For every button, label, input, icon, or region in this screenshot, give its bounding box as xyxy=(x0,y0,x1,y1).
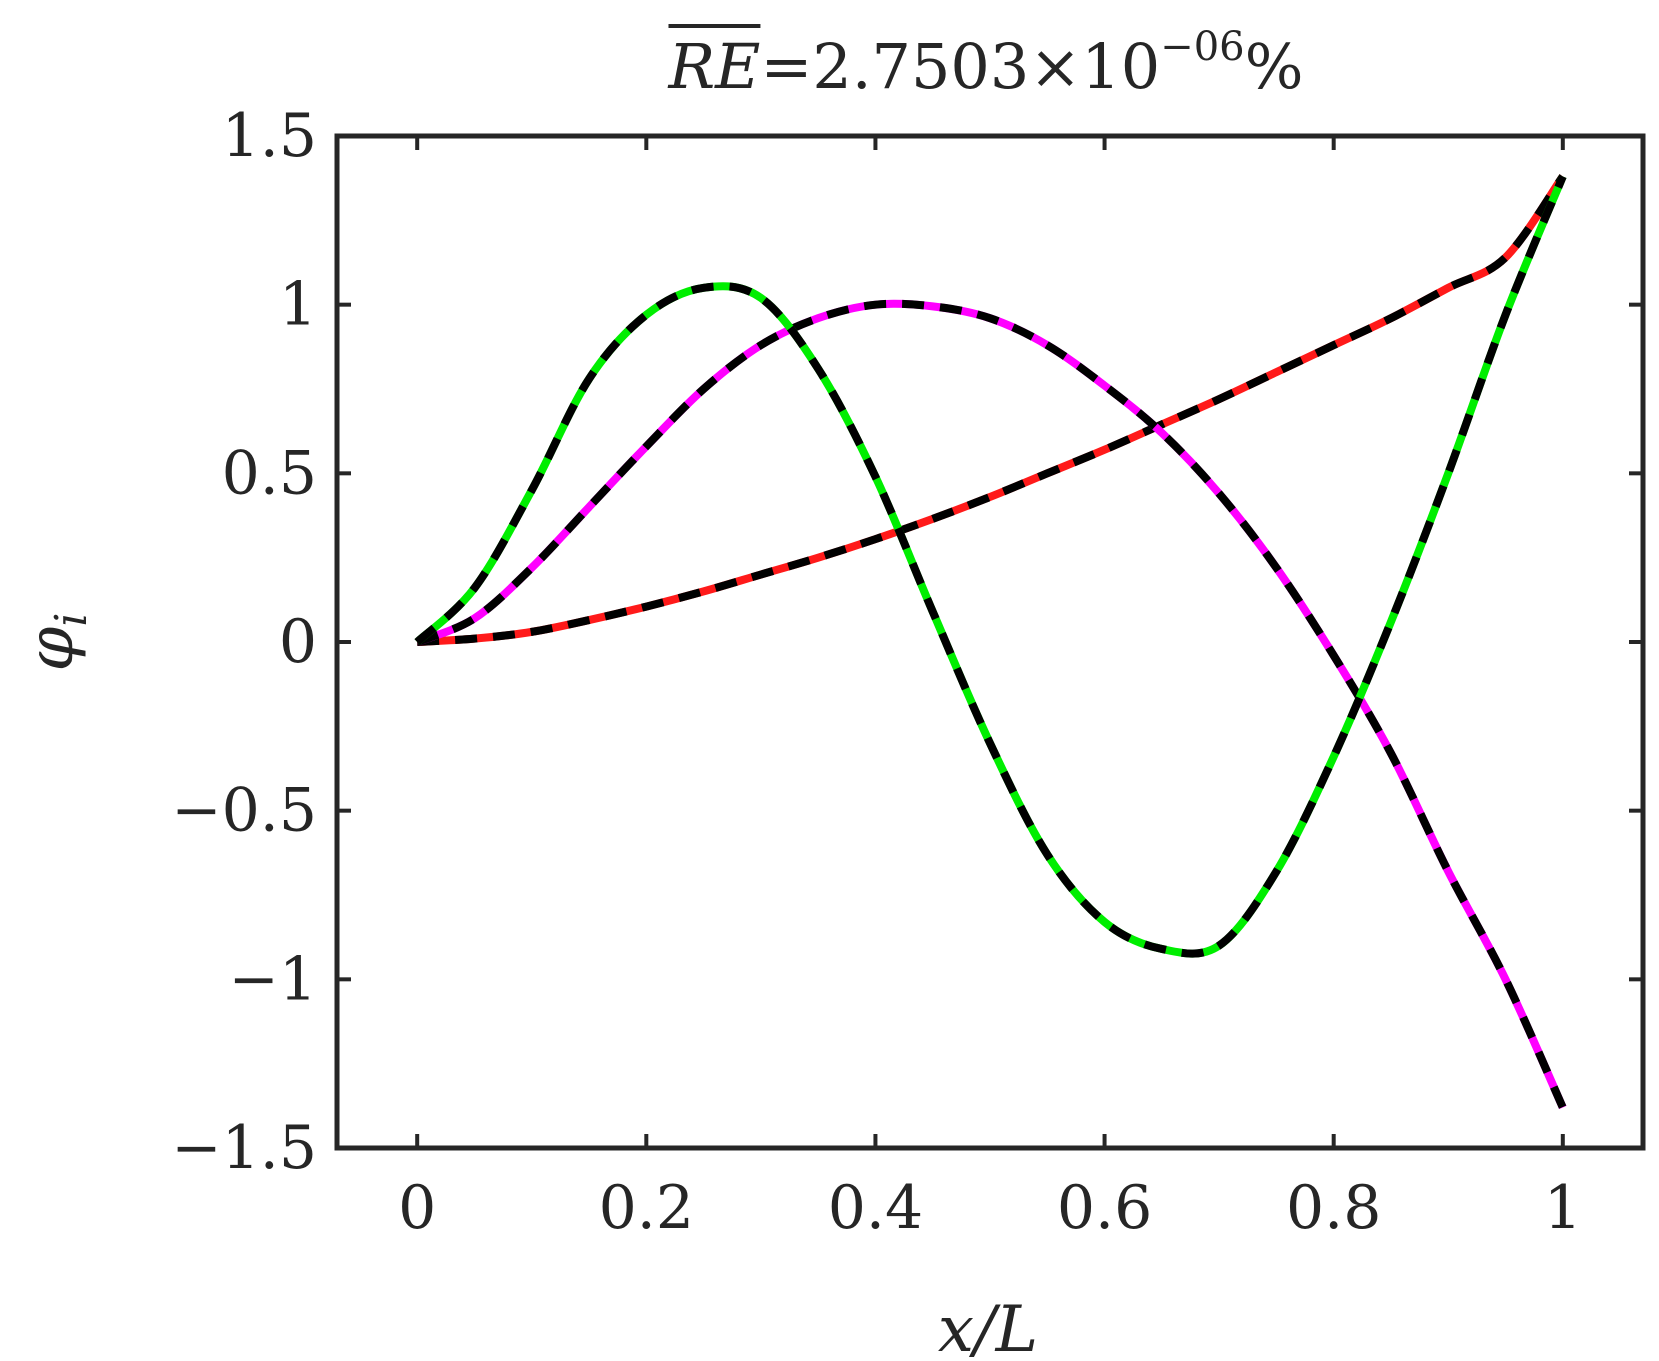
series-group xyxy=(414,174,1567,1110)
series-3 xyxy=(414,174,1567,958)
y-tick-label: 1.5 xyxy=(222,101,317,171)
series-1-overlay-dashed xyxy=(416,174,1567,646)
x-tick-label: 0.6 xyxy=(1057,1173,1152,1243)
y-tick-label: 0.5 xyxy=(222,438,317,508)
x-tick-label: 0.8 xyxy=(1286,1173,1381,1243)
x-tick-label: 0.4 xyxy=(828,1173,923,1243)
plot-area xyxy=(334,133,1646,1151)
x-tick-labels: 0 0.2 0.4 0.6 0.8 1 xyxy=(398,1173,1582,1243)
chart-title: RE=2.7503×10−06% xyxy=(667,24,1304,103)
y-tick-label: 0 xyxy=(279,607,317,677)
y-axis-label-symbol: φ xyxy=(14,626,88,671)
x-tick-label: 0.2 xyxy=(599,1173,694,1243)
y-tick-label: −1 xyxy=(229,944,317,1014)
x-axis-label: x/L xyxy=(938,1293,1038,1361)
series-2 xyxy=(415,299,1567,1110)
title-exponent: −06 xyxy=(1160,24,1244,70)
x-tick-label: 0 xyxy=(398,1173,436,1243)
y-tick-label: −1.5 xyxy=(171,1113,317,1183)
title-lhs: RE xyxy=(667,30,760,103)
series-1 xyxy=(416,174,1567,646)
y-tick-labels: 1.5 1 0.5 0 −0.5 −1 −1.5 xyxy=(171,101,317,1183)
x-tick-label: 1 xyxy=(1544,1173,1582,1243)
svg-text:RE=2.7503×10−06%: RE=2.7503×10−06% xyxy=(667,24,1303,103)
y-tick-label: 1 xyxy=(279,270,317,340)
axes-box xyxy=(334,133,1646,1151)
y-axis-label: φi xyxy=(14,613,97,672)
title-unit: % xyxy=(1245,30,1304,103)
series-3-overlay-dashed xyxy=(414,174,1567,958)
series-2-line xyxy=(415,299,1567,1110)
y-tick-label: −0.5 xyxy=(171,776,317,846)
y-axis-label-subscript: i xyxy=(46,613,97,627)
title-mantissa: =2.7503×10 xyxy=(760,30,1160,103)
